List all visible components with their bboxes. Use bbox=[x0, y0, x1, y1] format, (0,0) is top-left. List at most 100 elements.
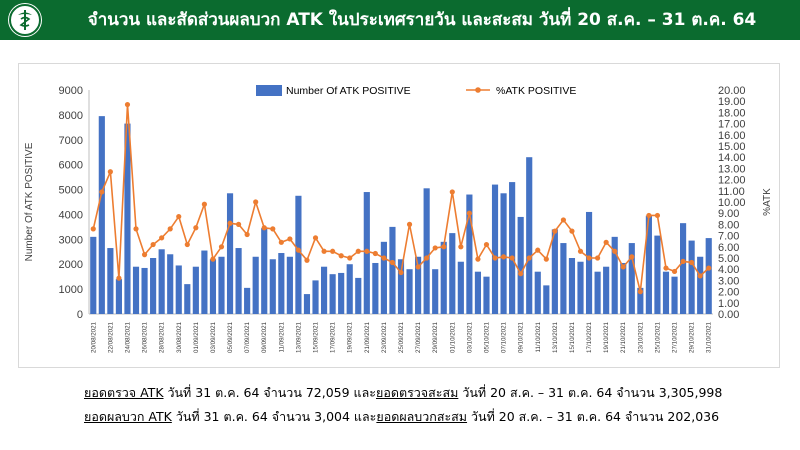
x-tick-label: 20/08/2021 bbox=[90, 321, 97, 353]
legend-line-marker bbox=[475, 87, 481, 93]
x-tick-label: 13/10/2021 bbox=[552, 321, 559, 353]
y2-tick-label: 2.00 bbox=[718, 287, 739, 299]
bar bbox=[577, 261, 584, 314]
pct-point bbox=[671, 268, 678, 275]
pct-point bbox=[124, 101, 131, 108]
summary-tests: ยอดตรวจ ATK วันที่ 31 ต.ค. 64 จำนวน 72,0… bbox=[84, 383, 784, 403]
pct-point bbox=[560, 217, 567, 223]
pct-point bbox=[116, 275, 122, 281]
x-tick-label: 09/09/2021 bbox=[261, 321, 268, 353]
bar bbox=[346, 264, 353, 314]
bar bbox=[192, 266, 199, 314]
bar bbox=[423, 188, 430, 314]
pct-point bbox=[441, 244, 447, 250]
pct-point bbox=[201, 201, 207, 207]
y2-tick-label: 19.00 bbox=[718, 96, 746, 108]
bar bbox=[603, 266, 610, 314]
legend-bar-label: Number Of ATK POSITIVE bbox=[286, 85, 411, 97]
pct-point bbox=[654, 212, 661, 219]
pct-point bbox=[612, 248, 618, 254]
pct-point bbox=[167, 226, 173, 232]
x-tick-label: 19/10/2021 bbox=[603, 321, 610, 353]
bar bbox=[312, 280, 319, 314]
pct-point bbox=[424, 255, 430, 261]
x-tick-label: 19/09/2021 bbox=[347, 321, 354, 353]
bar bbox=[355, 277, 362, 314]
x-tick-label: 03/10/2021 bbox=[466, 321, 473, 353]
x-tick-label: 01/10/2021 bbox=[449, 321, 456, 353]
y2-tick-label: 1.00 bbox=[718, 298, 739, 310]
x-tick-label: 29/10/2021 bbox=[689, 321, 696, 353]
pct-point bbox=[227, 220, 233, 226]
bar bbox=[107, 248, 114, 314]
pct-point bbox=[706, 265, 712, 271]
y2-tick-label: 8.00 bbox=[718, 219, 739, 231]
bar bbox=[500, 193, 507, 314]
pct-point bbox=[253, 199, 259, 205]
x-tick-label: 11/10/2021 bbox=[535, 321, 542, 352]
pct-point bbox=[312, 235, 319, 241]
bar bbox=[551, 229, 558, 314]
bar bbox=[457, 261, 464, 314]
pct-point bbox=[381, 255, 387, 261]
bar bbox=[372, 262, 379, 314]
bar bbox=[534, 271, 541, 314]
bar bbox=[560, 243, 567, 314]
pct-point bbox=[509, 255, 515, 261]
pct-point bbox=[646, 212, 652, 219]
pct-point bbox=[595, 255, 601, 261]
bar bbox=[406, 269, 413, 314]
pct-point bbox=[287, 236, 293, 242]
bar bbox=[585, 211, 593, 314]
bar bbox=[184, 284, 191, 314]
summary-tests-cumulative-text: วันที่ 20 ส.ค. – 31 ต.ค. 64 จำนวน 3,305,… bbox=[458, 385, 723, 400]
bar bbox=[483, 276, 490, 314]
y-tick-label: 3000 bbox=[59, 234, 83, 246]
bar bbox=[628, 243, 635, 314]
bar bbox=[620, 262, 627, 314]
summary-positive: ยอดผลบวก ATK วันที่ 31 ต.ค. 64 จำนวน 3,0… bbox=[84, 407, 784, 427]
bar bbox=[338, 272, 345, 314]
pct-point bbox=[663, 265, 669, 271]
x-tick-label: 29/09/2021 bbox=[432, 321, 439, 353]
bar bbox=[132, 266, 140, 314]
pct-point bbox=[577, 248, 584, 254]
summary-positive-label: ยอดผลบวก ATK bbox=[84, 409, 172, 424]
x-tick-label: 23/10/2021 bbox=[637, 321, 644, 353]
pct-point bbox=[620, 264, 626, 270]
x-tick-label: 30/08/2021 bbox=[176, 321, 183, 353]
bar bbox=[261, 228, 268, 314]
bar bbox=[705, 238, 712, 314]
bar bbox=[688, 240, 695, 314]
pct-point bbox=[526, 255, 532, 261]
y-tick-label: 4000 bbox=[59, 209, 83, 221]
x-tick-label: 23/09/2021 bbox=[381, 321, 388, 353]
y2-tick-label: 4.00 bbox=[718, 264, 739, 276]
bar bbox=[175, 265, 182, 314]
pct-point bbox=[159, 235, 165, 241]
bar bbox=[235, 248, 242, 314]
x-tick-label: 11/09/2021 bbox=[278, 321, 285, 352]
pct-point bbox=[347, 255, 353, 261]
pct-point bbox=[184, 241, 190, 248]
y2-tick-label: 16.00 bbox=[718, 130, 746, 142]
pct-point bbox=[398, 269, 404, 276]
x-tick-label: 05/10/2021 bbox=[483, 321, 490, 353]
y-tick-label: 5000 bbox=[59, 185, 83, 197]
bar bbox=[303, 294, 311, 314]
y2-tick-label: 15.00 bbox=[718, 141, 746, 153]
bar bbox=[380, 241, 387, 314]
x-tick-label: 17/09/2021 bbox=[330, 321, 337, 353]
ministry-logo bbox=[8, 3, 42, 37]
bar bbox=[286, 256, 293, 314]
bar bbox=[98, 116, 105, 314]
y2-tick-label: 11.00 bbox=[718, 186, 745, 198]
x-tick-label: 25/09/2021 bbox=[398, 321, 405, 353]
y-tick-label: 7000 bbox=[59, 135, 83, 147]
x-tick-label: 22/08/2021 bbox=[107, 321, 114, 353]
pct-point bbox=[432, 245, 438, 251]
pct-point bbox=[603, 239, 609, 245]
bar bbox=[466, 194, 473, 314]
x-tick-label: 21/09/2021 bbox=[364, 321, 371, 353]
pct-point bbox=[689, 259, 695, 266]
